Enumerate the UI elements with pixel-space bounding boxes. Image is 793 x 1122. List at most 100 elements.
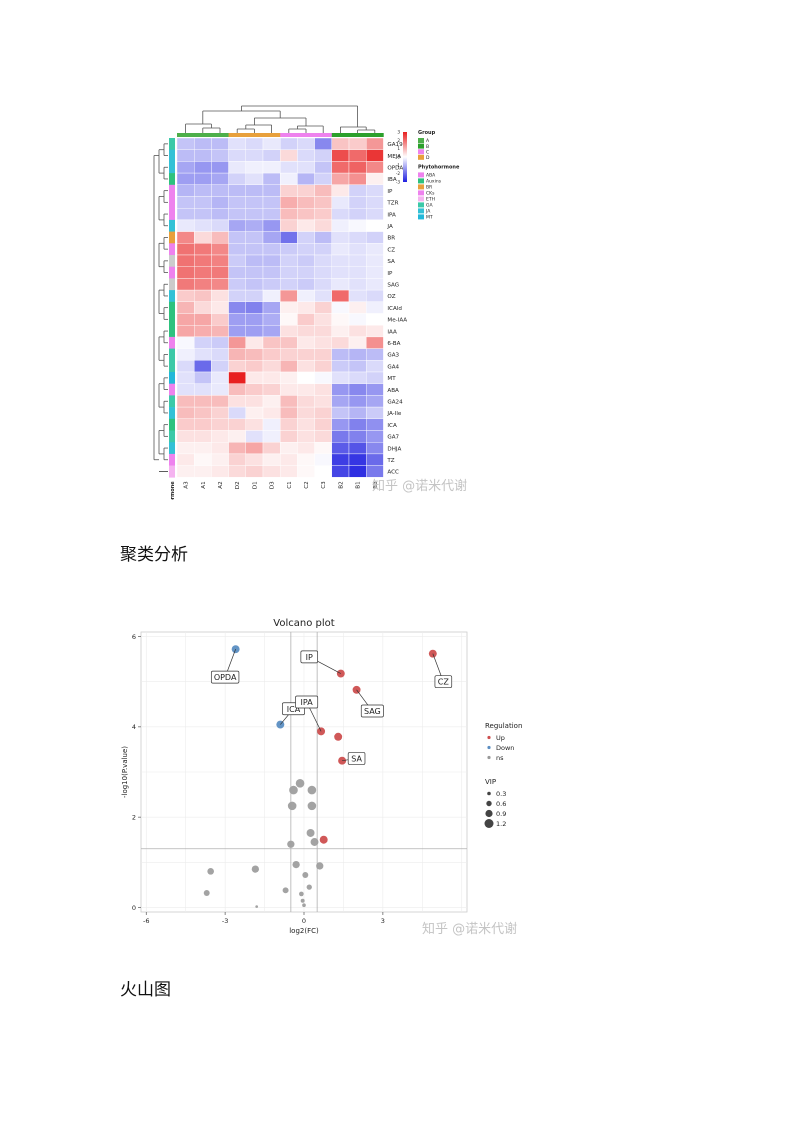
heatmap-cell [194,430,212,443]
heatmap-cell [365,324,384,338]
heatmap-cell [331,137,350,150]
phytohormone-legend-label: BR [426,185,432,191]
heatmap-cell [365,266,384,279]
vip-legend-dot [486,800,492,807]
heatmap-cell [365,313,384,326]
heatmap-cell [245,278,264,291]
heatmap-cell [262,289,281,303]
column-dendrogram [185,105,376,133]
heatmap-cell [194,278,212,291]
heatmap-cell [314,465,333,478]
volcano-caption: 火山图 [120,980,171,1000]
heatmap-cell [262,161,281,174]
heatmap-cell [228,266,246,279]
data-point [306,828,315,837]
row-label: TZ [386,458,394,464]
phytohormone-legend-label: ETH [426,197,435,203]
column-label: D1 [252,481,258,489]
heatmap-cell [262,406,281,420]
heatmap-cell [228,149,246,162]
heatmap-cell [365,207,384,221]
heatmap-cell [245,219,264,232]
row-annotation-cell [169,161,175,174]
heatmap-cell [297,406,315,420]
data-point [295,778,305,788]
points [203,645,437,908]
heatmap-cell [297,383,315,396]
heatmap-cell [348,289,367,303]
heatmap-cell [331,430,350,443]
heatmap-cell [211,336,229,349]
regulation-legend-label: Up [496,734,505,742]
data-point [319,835,328,844]
heatmap-cell [245,465,264,478]
heatmap-cell [297,289,315,303]
phytohormone-legend-swatch [418,172,424,178]
colorbar [403,132,407,182]
colorbar-tick-label: 0 [397,155,400,160]
heatmap-cell [228,395,246,408]
heatmap-cell [279,395,298,408]
heatmap-cell [211,172,229,185]
row-annotation-cell [169,407,175,420]
heatmap-cell [176,313,195,326]
phytohormone-legend-label: GA [426,203,433,209]
y-tick-label: 4 [132,723,136,731]
phytohormone-legend-label: JA [425,209,431,215]
heatmap-cell [194,266,212,279]
heatmap-cell [228,336,246,349]
heatmap-cell [262,278,281,291]
heatmap-cell [211,418,229,431]
heatmap-cell [314,219,333,232]
heatmap-cell [365,172,384,185]
heatmap-cell [297,324,315,338]
label-box [300,650,319,664]
heatmap-cell [279,453,298,466]
heatmap-cell [365,254,384,267]
row-label: IAA [387,329,397,335]
heatmap-cell [331,453,350,466]
heatmap-cell [194,336,212,349]
group-legend-swatch [418,154,424,160]
heatmap-cell [348,395,367,408]
row-label: CZ [387,247,395,253]
phytohormone-legend-label: ABA [426,173,436,179]
heatmap-cell [228,196,246,209]
heatmap-cell [245,231,264,244]
heatmap-cell [211,219,229,232]
heatmap-cell [211,196,229,209]
heatmap-cell [331,219,350,232]
vip-legend-dot [484,819,494,828]
heatmap-cell [176,406,195,420]
heatmap-cell [348,301,367,314]
heatmap-cell [314,231,333,244]
heatmap-cell [314,137,333,150]
heatmap-cell [331,266,350,279]
heatmap-cell [279,383,298,396]
heatmap-cell [297,266,315,279]
heatmap-cell [297,196,315,209]
heatmap-cell [365,360,384,373]
row-annotation-cell [169,325,175,338]
heatmap-cell [297,371,315,384]
heatmap-cell [245,324,264,338]
volcano-figure: Volcano plot -6 -3 0 3 0 2 4 6 log2(FC) -log10(P.v… [115,612,535,947]
row-annotation-cell [169,278,175,291]
group-legend-title: Group [418,130,436,136]
column-label: C2 [304,481,310,488]
heatmap-cell [228,442,246,455]
heatmap-cell [211,406,229,420]
heatmap-cell [176,289,195,303]
row-annotation-cell [169,442,175,455]
heatmap-cell [279,278,298,291]
heatmap-cell [194,254,212,267]
row-label: DHJA [387,446,401,452]
heatmap-cell [194,219,212,232]
colorbar-tick-label: 2 [397,138,400,143]
heatmap-cell [262,383,281,396]
colorbar-tick-label: 3 [397,130,400,135]
heatmap-cell [194,184,212,197]
row-label: GA4 [387,364,399,370]
heatmap-cell [331,406,350,420]
heatmap-cell [348,266,367,279]
